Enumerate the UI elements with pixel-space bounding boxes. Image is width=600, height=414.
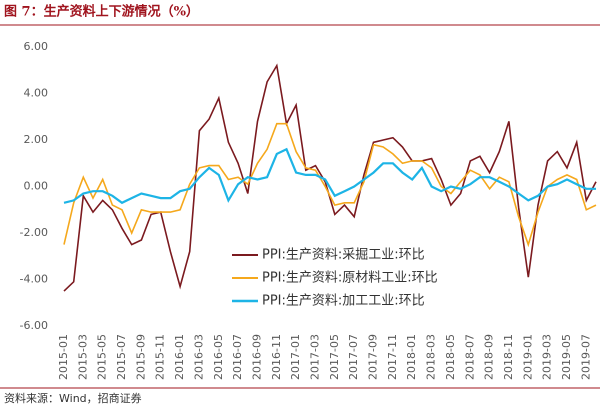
y-tick-label: 4.00: [24, 87, 49, 100]
y-tick-label: -6.00: [20, 319, 48, 332]
x-tick-label: 2015-11: [154, 334, 167, 380]
x-tick-label: 2016-07: [231, 334, 244, 380]
y-tick-label: 6.00: [24, 40, 49, 53]
x-tick-label: 2017-09: [367, 334, 380, 380]
y-tick-label: -4.00: [20, 273, 48, 286]
x-tick-label: 2018-01: [405, 334, 418, 380]
x-tick-label: 2019-01: [521, 334, 534, 380]
x-tick-label: 2018-07: [463, 334, 476, 380]
x-tick-label: 2017-03: [308, 334, 321, 380]
x-tick-label: 2019-03: [541, 334, 554, 380]
legend-label: PPI:生产资料:采掘工业:环比: [262, 248, 425, 263]
x-tick-label: 2016-11: [270, 334, 283, 380]
source: 资料来源：Wind，招商证券: [4, 391, 142, 405]
x-tick-label: 2018-05: [444, 334, 457, 380]
series-line: [63, 147, 596, 205]
x-tick-label: 2015-05: [96, 334, 109, 380]
chart-title: 图 7：生产资料上下游情况（%）: [4, 4, 199, 20]
x-tick-label: 2019-07: [579, 334, 592, 380]
x-tick-label: 2015-09: [134, 334, 147, 380]
x-tick-label: 2016-01: [173, 334, 186, 380]
x-tick-label: 2019-05: [560, 334, 573, 380]
y-tick-label: 0.00: [24, 180, 49, 193]
y-tick-label: 2.00: [24, 133, 49, 146]
legend-label: PPI:生产资料:加工工业:环比: [262, 294, 425, 309]
x-tick-label: 2015-07: [115, 334, 128, 380]
series-line: [63, 122, 597, 248]
x-tick-label: 2016-05: [212, 334, 225, 380]
x-tick-label: 2018-03: [425, 334, 438, 380]
x-tick-label: 2017-05: [328, 334, 341, 380]
x-tick-label: 2018-11: [502, 334, 515, 380]
x-tick-label: 2016-09: [250, 334, 263, 380]
legend-label: PPI:生产资料:原材料工业:环比: [262, 271, 438, 286]
y-tick-label: -2.00: [20, 226, 48, 239]
x-tick-label: 2017-01: [289, 334, 302, 380]
x-tick-label: 2018-09: [483, 334, 496, 380]
x-tick-label: 2015-03: [76, 334, 89, 380]
x-tick-label: 2017-07: [347, 334, 360, 380]
x-tick-label: 2017-11: [386, 334, 399, 380]
series-line: [63, 63, 597, 292]
x-tick-label: 2016-03: [192, 334, 205, 380]
x-tick-label: 2015-01: [57, 334, 70, 380]
